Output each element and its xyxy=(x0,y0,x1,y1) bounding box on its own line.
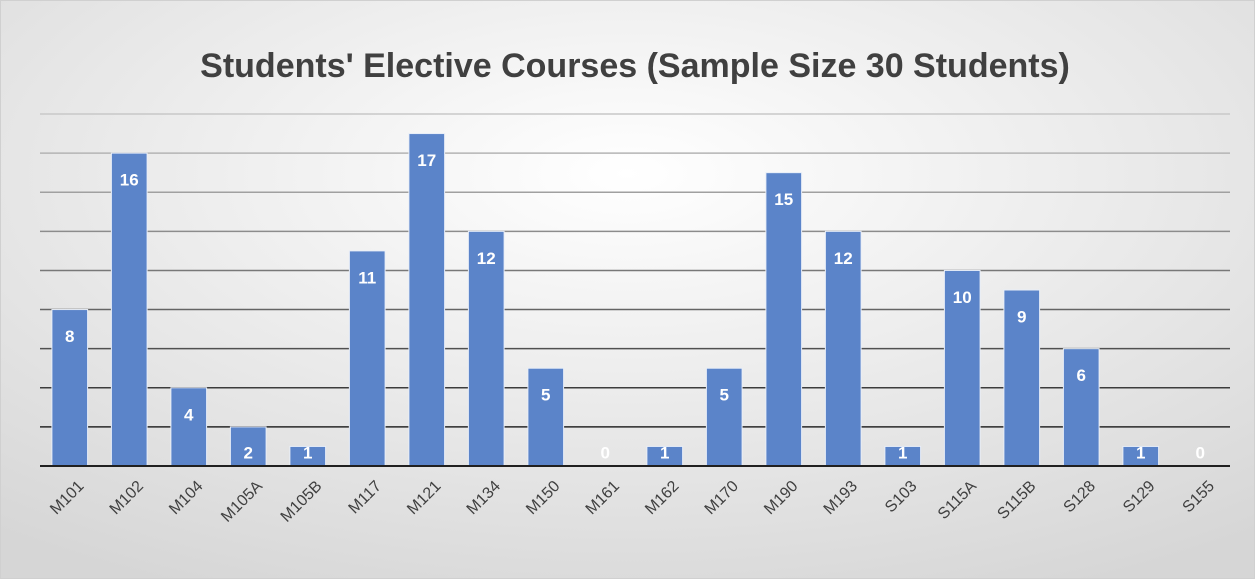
bar xyxy=(348,250,386,467)
data-label: 1 xyxy=(660,443,669,462)
data-label: 1 xyxy=(1136,443,1145,462)
data-label: 15 xyxy=(774,190,793,209)
data-label: 9 xyxy=(1017,307,1026,326)
data-label: 12 xyxy=(834,249,853,268)
bar xyxy=(943,269,981,467)
data-label: 4 xyxy=(184,405,194,424)
data-label: 16 xyxy=(120,171,139,190)
data-label: 8 xyxy=(65,327,74,346)
data-label: 10 xyxy=(953,288,972,307)
data-label: 0 xyxy=(601,443,610,462)
data-label: 2 xyxy=(244,443,253,462)
data-label: 12 xyxy=(477,249,496,268)
bar xyxy=(110,152,148,467)
data-label: 1 xyxy=(898,443,907,462)
bar xyxy=(527,367,565,467)
bar xyxy=(170,387,208,467)
data-label: 5 xyxy=(720,386,729,405)
data-label: 17 xyxy=(417,151,436,170)
bar xyxy=(467,230,505,467)
data-label: 1 xyxy=(303,443,312,462)
bar xyxy=(765,172,803,467)
bar xyxy=(705,367,743,467)
bar xyxy=(824,230,862,467)
data-label: 6 xyxy=(1077,366,1086,385)
bar xyxy=(408,133,446,467)
data-label: 5 xyxy=(541,386,550,405)
data-label: 0 xyxy=(1196,443,1205,462)
chart-title: Students' Elective Courses (Sample Size … xyxy=(200,47,1070,85)
data-label: 11 xyxy=(358,268,376,287)
